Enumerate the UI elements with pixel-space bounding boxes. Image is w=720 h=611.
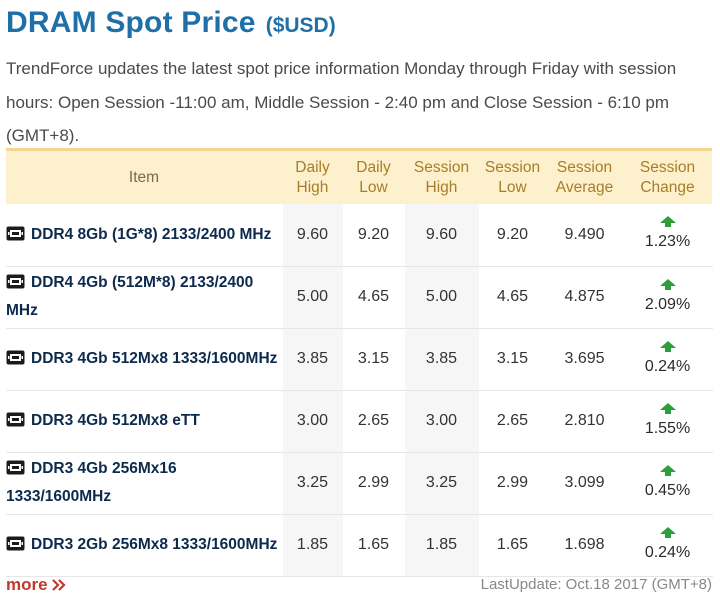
cell-session-change: 1.23% (623, 204, 713, 267)
cell-item[interactable]: DDR3 4Gb 512Mx8 1333/1600MHz (6, 328, 283, 391)
item-name: DDR4 4Gb (512M*8) 2133/2400 MHz (6, 274, 254, 319)
cell-session-high: 9.60 (404, 204, 480, 267)
cell-session-high: 5.00 (404, 266, 480, 329)
cell-daily-high: 1.85 (282, 514, 344, 577)
change-percent: 1.55% (644, 419, 691, 437)
cell-item[interactable]: DDR4 8Gb (1G*8) 2133/2400 MHz (6, 204, 283, 267)
up-arrow-icon (659, 526, 676, 538)
cell-session-average: 4.875 (546, 266, 624, 329)
table-row[interactable]: DDR3 2Gb 256Mx8 1333/1600MHz 1.85 1.65 1.85… (6, 514, 713, 577)
spot-price-table: Item Daily High Daily Low Session High Sess… (6, 148, 713, 577)
session-description: TrendForce updates the latest spot price… (6, 59, 677, 145)
item-name: DDR3 4Gb 256Mx16 1333/1600MHz (6, 460, 177, 505)
cell-session-low: 9.20 (479, 204, 547, 267)
memory-chip-icon (6, 536, 25, 551)
table-row[interactable]: DDR4 4Gb (512M*8) 2133/2400 MHz 5.00 4.65 5… (6, 266, 713, 329)
cell-session-change: 2.09% (623, 266, 713, 329)
cell-daily-low: 4.65 (343, 266, 405, 329)
more-link[interactable]: more (6, 575, 66, 596)
title-row: DRAM Spot Price ($USD) (6, 6, 336, 46)
column-header-session-high: Session High (404, 148, 479, 204)
cell-daily-low: 9.20 (343, 204, 405, 267)
item-name: DDR3 4Gb 512Mx8 eTT (31, 412, 200, 429)
memory-chip-icon (6, 412, 25, 427)
table-header-row: Item Daily High Daily Low Session High Sess… (6, 148, 712, 204)
table-row[interactable]: DDR4 8Gb (1G*8) 2133/2400 MHz 9.60 9.20 9.6… (6, 204, 713, 267)
cell-daily-low: 1.65 (343, 514, 405, 577)
column-header-item: Item (6, 148, 282, 204)
up-arrow-icon (659, 402, 676, 414)
cell-daily-high: 3.00 (282, 390, 344, 453)
cell-session-low: 3.15 (479, 328, 547, 391)
item-name: DDR3 4Gb 512Mx8 1333/1600MHz (31, 350, 278, 367)
more-label: more (6, 575, 48, 594)
cell-session-high: 3.85 (404, 328, 480, 391)
change-percent: 1.23% (644, 233, 691, 251)
cell-session-change: 0.45% (623, 452, 713, 515)
cell-item[interactable]: DDR3 2Gb 256Mx8 1333/1600MHz (6, 514, 283, 577)
table-row[interactable]: DDR3 4Gb 512Mx8 eTT 3.00 2.65 3.00 2.65 2.810… (6, 390, 713, 453)
cell-item[interactable]: DDR3 4Gb 512Mx8 eTT (6, 390, 283, 453)
column-header-daily-high: Daily High (282, 148, 343, 204)
memory-chip-icon (6, 274, 25, 289)
cell-daily-high: 3.85 (282, 328, 344, 391)
change-percent: 2.09% (644, 295, 691, 313)
cell-session-high: 3.25 (404, 452, 480, 515)
change-percent: 0.45% (644, 481, 691, 499)
up-arrow-icon (659, 216, 676, 228)
cell-daily-high: 3.25 (282, 452, 344, 515)
change-percent: 0.24% (644, 543, 691, 561)
column-header-session-change: Session Change (623, 148, 712, 204)
cell-session-low: 2.99 (479, 452, 547, 515)
column-header-session-low: Session Low (479, 148, 546, 204)
cell-session-high: 3.00 (404, 390, 480, 453)
cell-daily-high: 5.00 (282, 266, 344, 329)
currency-unit: ($USD) (265, 14, 336, 37)
table-row[interactable]: DDR3 4Gb 256Mx16 1333/1600MHz 3.25 2.99 3.2… (6, 452, 713, 515)
memory-chip-icon (6, 226, 25, 241)
last-update-timestamp: LastUpdate: Oct.18 2017 (GMT+8) (480, 576, 712, 593)
cell-session-high: 1.85 (404, 514, 480, 577)
table-footer: more LastUpdate: Oct.18 2017 (GMT+8) (6, 573, 712, 599)
cell-daily-high: 9.60 (282, 204, 344, 267)
up-arrow-icon (659, 464, 676, 476)
cell-item[interactable]: DDR3 4Gb 256Mx16 1333/1600MHz (6, 452, 283, 515)
item-name: DDR3 2Gb 256Mx8 1333/1600MHz (31, 536, 278, 553)
cell-session-low: 2.65 (479, 390, 547, 453)
cell-item[interactable]: DDR4 4Gb (512M*8) 2133/2400 MHz (6, 266, 283, 329)
cell-session-average: 2.810 (546, 390, 624, 453)
cell-session-average: 1.698 (546, 514, 624, 577)
cell-session-low: 4.65 (479, 266, 547, 329)
column-header-daily-low: Daily Low (343, 148, 404, 204)
cell-session-change: 1.55% (623, 390, 713, 453)
cell-daily-low: 3.15 (343, 328, 405, 391)
cell-session-low: 1.65 (479, 514, 547, 577)
cell-session-change: 0.24% (623, 514, 713, 577)
up-arrow-icon (659, 278, 676, 290)
cell-session-average: 3.695 (546, 328, 624, 391)
table-row[interactable]: DDR3 4Gb 512Mx8 1333/1600MHz 3.85 3.15 3.85… (6, 328, 713, 391)
up-arrow-icon (659, 340, 676, 352)
cell-daily-low: 2.99 (343, 452, 405, 515)
column-header-session-average: Session Average (546, 148, 623, 204)
page-title: DRAM Spot Price (6, 6, 256, 39)
cell-session-change: 0.24% (623, 328, 713, 391)
item-name: DDR4 8Gb (1G*8) 2133/2400 MHz (31, 225, 272, 243)
change-percent: 0.24% (644, 357, 691, 375)
cell-session-average: 3.099 (546, 452, 624, 515)
memory-chip-icon (6, 350, 25, 365)
cell-session-average: 9.490 (546, 204, 624, 267)
cell-daily-low: 2.65 (343, 390, 405, 453)
memory-chip-icon (6, 460, 25, 475)
double-chevron-right-icon (51, 576, 66, 596)
